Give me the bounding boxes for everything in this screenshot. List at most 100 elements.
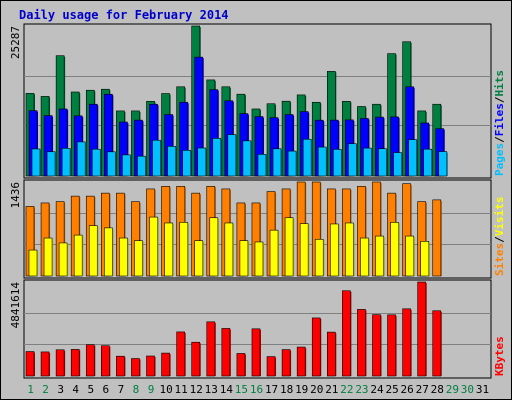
bar-sites-shadow bbox=[320, 183, 322, 276]
legend-kbytes: KBytes bbox=[493, 336, 506, 376]
bar-files-shadow bbox=[262, 117, 264, 176]
bar-visits-shadow bbox=[172, 223, 174, 276]
bar-pages-day-3 bbox=[61, 148, 71, 177]
bar-visits-shadow bbox=[52, 239, 54, 276]
x-tick-label: 25 bbox=[385, 383, 398, 396]
bar-files-shadow bbox=[398, 117, 400, 176]
bar-visits-shadow bbox=[293, 218, 295, 276]
bar-sites-shadow bbox=[259, 203, 261, 276]
bar-pages-shadow bbox=[311, 140, 313, 176]
bar-files-shadow bbox=[202, 58, 204, 176]
bar-sites-shadow bbox=[425, 202, 427, 276]
bar-kbytes-shadow bbox=[34, 352, 35, 376]
bar-files-shadow bbox=[127, 123, 129, 176]
bar-kbytes-shadow bbox=[440, 311, 442, 376]
bar-visits-day-19 bbox=[299, 223, 309, 277]
bar-kbytes-day-5 bbox=[85, 344, 95, 377]
bar-visits-shadow bbox=[157, 218, 159, 276]
bar-sites-shadow bbox=[139, 202, 141, 276]
bar-pages-shadow bbox=[356, 144, 358, 176]
bar-visits-shadow bbox=[202, 241, 204, 276]
bar-kbytes-day-11 bbox=[176, 331, 185, 377]
bar-kbytes-day-2 bbox=[40, 351, 50, 377]
bar-kbytes-shadow bbox=[199, 343, 201, 376]
bar-visits-day-18 bbox=[284, 217, 294, 277]
bar-visits-day-13 bbox=[209, 217, 219, 277]
x-tick-label: 15 bbox=[235, 383, 248, 396]
bar-pages-shadow bbox=[371, 149, 373, 176]
bar-kbytes-day-28 bbox=[432, 310, 442, 377]
x-tick-label: 23 bbox=[355, 383, 368, 396]
bar-kbytes-day-17 bbox=[266, 356, 276, 377]
bar-kbytes-day-6 bbox=[101, 345, 110, 377]
bar-files-shadow bbox=[217, 90, 219, 176]
bar-hits-shadow bbox=[395, 54, 397, 177]
y-max-label: 1436 bbox=[9, 182, 22, 209]
y-max-label: 4841614 bbox=[9, 282, 22, 329]
bar-kbytes-day-12 bbox=[191, 341, 201, 377]
x-tick-label: 13 bbox=[205, 383, 218, 396]
bar-pages-shadow bbox=[145, 157, 147, 176]
bar-pages-day-1 bbox=[31, 148, 41, 177]
bar-kbytes-shadow bbox=[169, 354, 171, 376]
bar-visits-shadow bbox=[67, 243, 69, 276]
bar-pages-day-27 bbox=[423, 148, 432, 177]
bar-visits-day-11 bbox=[179, 222, 188, 277]
bar-files-shadow bbox=[278, 118, 280, 176]
bar-visits-day-17 bbox=[269, 229, 279, 277]
bar-pages-day-17 bbox=[272, 148, 282, 177]
x-tick-label: 22 bbox=[340, 383, 353, 396]
x-tick-label: 6 bbox=[103, 383, 110, 396]
x-tick-label: 10 bbox=[159, 383, 172, 396]
bar-kbytes-day-26 bbox=[402, 308, 411, 377]
bar-visits-shadow bbox=[37, 251, 38, 276]
bar-visits-day-3 bbox=[58, 242, 68, 277]
legend-item: / bbox=[493, 236, 506, 243]
x-tick-label: 7 bbox=[118, 383, 125, 396]
bar-kbytes-day-20 bbox=[311, 317, 321, 377]
bar-sites-shadow bbox=[34, 207, 35, 276]
bar-kbytes-day-15 bbox=[236, 353, 246, 377]
bar-visits-shadow bbox=[217, 218, 219, 276]
bar-pages-shadow bbox=[205, 149, 207, 176]
x-tick-label: 21 bbox=[325, 383, 338, 396]
bar-pages-day-18 bbox=[287, 150, 297, 177]
bar-visits-day-10 bbox=[164, 222, 173, 277]
bar-pages-day-23 bbox=[363, 147, 372, 177]
x-tick-label: 16 bbox=[250, 383, 263, 396]
bar-visits-shadow bbox=[127, 239, 129, 276]
bar-visits-day-22 bbox=[345, 222, 354, 277]
x-tick-label: 12 bbox=[190, 383, 203, 396]
bar-sites-shadow bbox=[244, 203, 246, 276]
x-tick-label: 20 bbox=[310, 383, 323, 396]
bar-pages-day-25 bbox=[393, 152, 402, 177]
legend-hits: Pages/Files/Hits bbox=[493, 70, 506, 176]
bar-visits-shadow bbox=[338, 224, 340, 276]
bar-kbytes-day-3 bbox=[55, 349, 65, 377]
bar-sites-shadow bbox=[380, 183, 382, 276]
bar-kbytes-shadow bbox=[109, 346, 111, 376]
bar-files-shadow bbox=[383, 118, 385, 176]
bar-visits-day-6 bbox=[104, 227, 113, 277]
x-tick-label: 11 bbox=[175, 383, 188, 396]
bar-sites-day-28 bbox=[432, 199, 442, 277]
bar-visits-shadow bbox=[82, 236, 84, 276]
bar-files-shadow bbox=[37, 111, 38, 176]
bar-kbytes-shadow bbox=[365, 310, 367, 376]
bar-visits-shadow bbox=[262, 242, 264, 276]
bar-pages-shadow bbox=[115, 152, 117, 176]
bar-visits-day-26 bbox=[405, 235, 414, 277]
bar-visits-day-2 bbox=[43, 237, 53, 277]
x-tick-label: 29 bbox=[446, 383, 459, 396]
bar-visits-shadow bbox=[323, 240, 325, 276]
x-tick-label: 8 bbox=[133, 383, 140, 396]
bar-files-shadow bbox=[97, 105, 99, 176]
bar-pages-day-10 bbox=[167, 146, 176, 177]
bar-pages-shadow bbox=[85, 142, 87, 176]
bar-kbytes-shadow bbox=[320, 318, 322, 376]
bar-kbytes-day-7 bbox=[116, 355, 125, 377]
bar-kbytes-shadow bbox=[380, 315, 382, 376]
bar-kbytes-day-10 bbox=[161, 352, 170, 377]
bar-kbytes-shadow bbox=[305, 348, 307, 376]
bar-pages-day-20 bbox=[317, 146, 327, 177]
